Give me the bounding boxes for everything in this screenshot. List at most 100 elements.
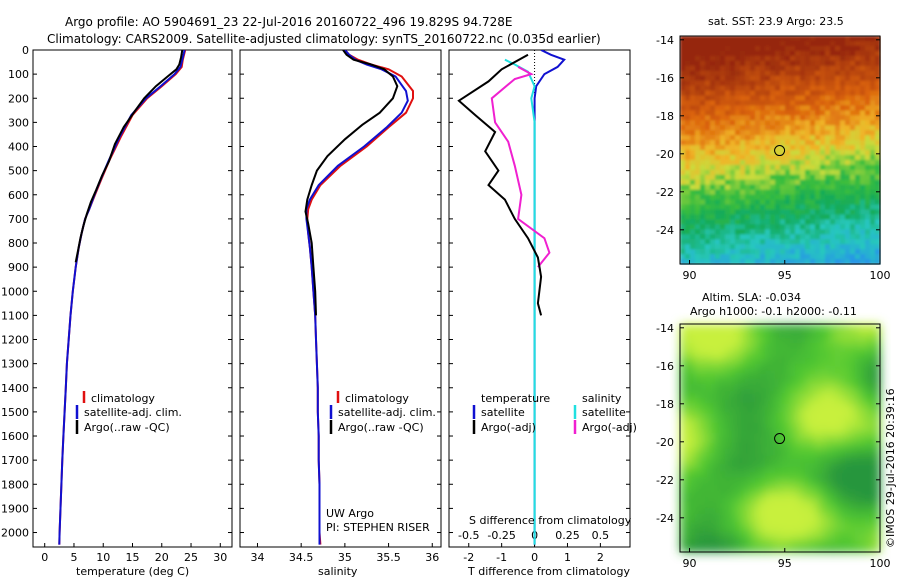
x-tick-label: -2 xyxy=(463,551,474,564)
legend-header-salinity: salinity xyxy=(582,392,622,405)
map-y-tick-label: -18 xyxy=(656,110,674,123)
y-tick-label: 100 xyxy=(8,68,29,81)
y-tick-label: 2000 xyxy=(1,527,29,540)
x-tick-label: 10 xyxy=(96,551,110,564)
sst-map-frame xyxy=(679,35,881,265)
x-tick-label: 34.5 xyxy=(289,551,314,564)
y-tick-label: 800 xyxy=(8,237,29,250)
map-y-tick-label: -16 xyxy=(656,72,674,85)
difference-panel: -2 -1 0 1 2-0.5 -0.25 0 0.25 0.5 xyxy=(448,49,631,564)
legend-label-climatology: climatology xyxy=(345,392,409,405)
temperature-legend: climatology satellite-adj. clim. Argo(..… xyxy=(75,391,182,434)
y-tick-label: 0 xyxy=(22,44,29,57)
legend-label-satellite: satellite-adj. clim. xyxy=(84,406,182,419)
map-y-tick-label: -22 xyxy=(656,186,674,199)
legend-label-temp-satellite: satellite xyxy=(481,406,525,419)
x-tick-label: 34 xyxy=(250,551,264,564)
series-argo-raw-qc- xyxy=(74,50,184,263)
sla-map-title-2: Argo h1000: -0.1 h2000: -0.11 xyxy=(690,305,857,318)
top-axis-tick-label: 0.25 xyxy=(555,529,580,542)
x-tick-label: 35.5 xyxy=(376,551,401,564)
sst-heatmap xyxy=(680,36,881,265)
x-tick-label: 0 xyxy=(41,551,48,564)
title-line2: Climatology: CARS2009. Satellite-adjuste… xyxy=(47,32,601,46)
legend-label-satellite: satellite-adj. clim. xyxy=(338,406,436,419)
argo-position-marker xyxy=(774,145,786,157)
map-y-tick-label: -16 xyxy=(656,360,674,373)
y-tick-label: 1100 xyxy=(1,309,29,322)
difference-top-axis-label: S difference from climatology xyxy=(469,514,632,527)
annotation-uw-argo: UW Argo xyxy=(326,507,374,520)
x-tick-label: 2 xyxy=(597,551,604,564)
map-y-tick-label: -24 xyxy=(656,224,674,237)
y-tick-label: 900 xyxy=(8,261,29,274)
y-tick-label: 1300 xyxy=(1,358,29,371)
legend-label-sal-satellite: satellite xyxy=(582,406,626,419)
y-tick-label: 200 xyxy=(8,92,29,105)
x-tick-label: 30 xyxy=(213,551,227,564)
y-tick-label: 1500 xyxy=(1,406,29,419)
y-tick-label: 1200 xyxy=(1,334,29,347)
temperature-axis-label: temperature (deg C) xyxy=(76,565,189,578)
map-y-tick-label: -24 xyxy=(656,512,674,525)
sla-map-axes: 90 95 100 -14 -16 -18 -20 -22 -24 xyxy=(656,322,890,570)
legend-label-temp-argo: Argo(-adj) xyxy=(481,421,536,434)
x-tick-label: 5 xyxy=(70,551,77,564)
map-y-tick-label: -20 xyxy=(656,436,674,449)
y-tick-label: 1600 xyxy=(1,430,29,443)
sla-heatmap xyxy=(680,324,881,553)
plot-frame xyxy=(32,49,233,548)
temperature-panel: 0100200300400500600700800900100011001200… xyxy=(1,44,233,564)
salinity-axis-label: salinity xyxy=(318,565,358,578)
map-y-tick-label: -14 xyxy=(656,322,674,335)
annotation-pi: PI: STEPHEN RISER xyxy=(326,521,430,534)
top-axis-tick-label: -0.25 xyxy=(487,529,515,542)
x-tick-label: 15 xyxy=(126,551,140,564)
map-x-tick-label: 100 xyxy=(870,557,891,570)
top-axis-tick-label: 0.5 xyxy=(592,529,610,542)
x-tick-label: 20 xyxy=(155,551,169,564)
sla-map-frame xyxy=(679,323,881,553)
map-y-tick-label: -22 xyxy=(656,474,674,487)
x-tick-label: 0 xyxy=(531,551,538,564)
plot-frame xyxy=(448,49,631,548)
map-x-tick-label: 90 xyxy=(683,557,697,570)
x-tick-label: -1 xyxy=(496,551,507,564)
sst-map-axes: 90 95 100 -14 -16 -18 -20 -22 -24 xyxy=(656,34,890,282)
sla-map: Altim. SLA: -0.034 Argo h1000: -0.1 h200… xyxy=(656,291,890,570)
y-tick-label: 1000 xyxy=(1,285,29,298)
sla-map-title-1: Altim. SLA: -0.034 xyxy=(702,291,801,304)
plot-frame xyxy=(239,49,442,548)
x-tick-label: 1 xyxy=(564,551,571,564)
top-axis-tick-label: -0.5 xyxy=(458,529,479,542)
map-x-tick-label: 90 xyxy=(683,269,697,282)
series-argo-raw-qc- xyxy=(304,50,399,316)
y-tick-label: 600 xyxy=(8,189,29,202)
x-tick-label: 25 xyxy=(184,551,198,564)
difference-legend: temperature salinity satellite Argo(-adj… xyxy=(469,392,637,527)
difference-axis-label: T difference from climatology xyxy=(467,565,630,578)
salinity-panel: 34 34.5 35 35.5 36 xyxy=(239,49,442,564)
legend-label-argo: Argo(..raw -QC) xyxy=(84,421,170,434)
sst-map: sat. SST: 23.9 Argo: 23.5 90 95 100 -14 -16 -… xyxy=(656,15,890,282)
y-tick-label: 400 xyxy=(8,141,29,154)
title-line1: Argo profile: AO 5904691_23 22-Jul-2016 … xyxy=(65,15,512,29)
y-tick-label: 500 xyxy=(8,165,29,178)
map-x-tick-label: 100 xyxy=(870,269,891,282)
x-tick-label: 35 xyxy=(338,551,352,564)
salinity-legend: climatology satellite-adj. clim. Argo(..… xyxy=(326,391,436,534)
y-tick-label: 1400 xyxy=(1,382,29,395)
y-tick-label: 700 xyxy=(8,213,29,226)
sst-map-title: sat. SST: 23.9 Argo: 23.5 xyxy=(708,15,844,28)
y-tick-label: 1900 xyxy=(1,502,29,515)
legend-label-argo: Argo(..raw -QC) xyxy=(338,421,424,434)
series-salinity-argo-adj- xyxy=(490,66,551,268)
y-tick-label: 1800 xyxy=(1,478,29,491)
y-tick-label: 1700 xyxy=(1,454,29,467)
legend-label-sal-argo: Argo(-adj) xyxy=(582,421,637,434)
map-x-tick-label: 95 xyxy=(778,269,792,282)
legend-header-temperature: temperature xyxy=(481,392,550,405)
y-tick-label: 300 xyxy=(8,116,29,129)
imos-timestamp: ©IMOS 29-Jul-2016 20:39:16 xyxy=(884,388,897,548)
